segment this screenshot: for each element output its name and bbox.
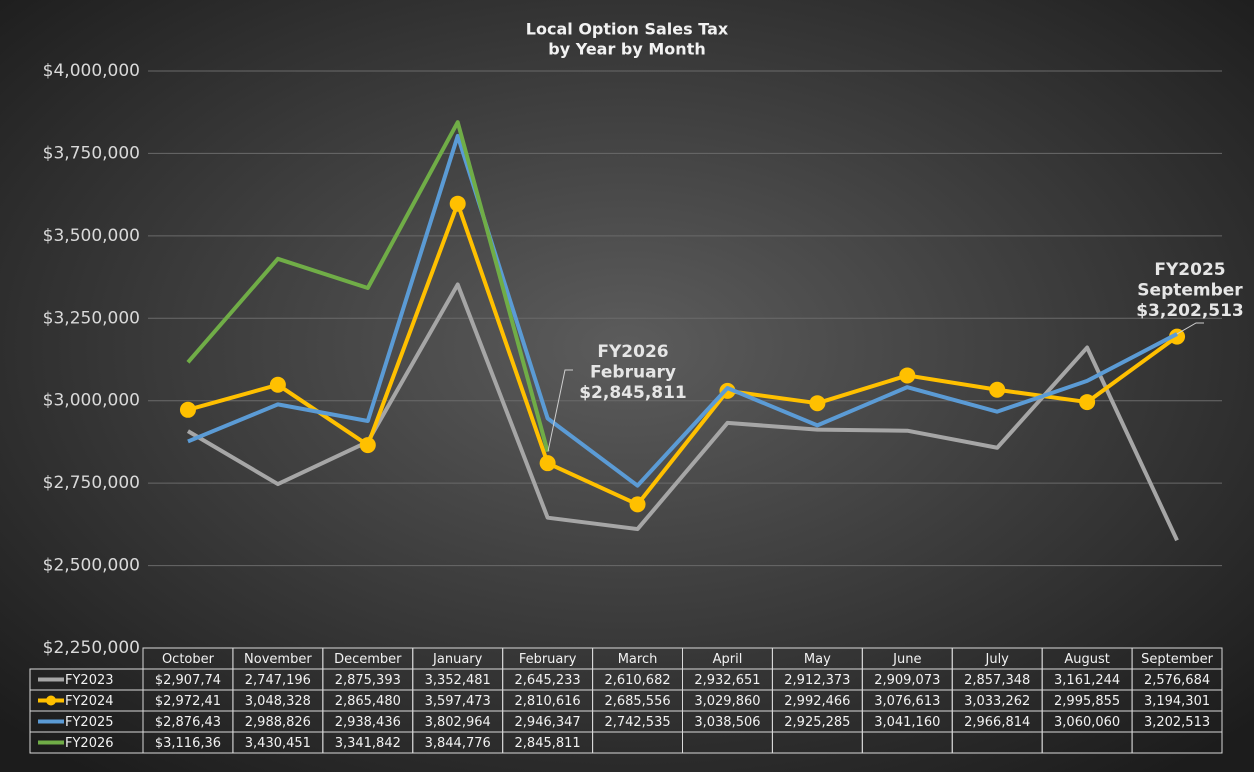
marker <box>1079 394 1096 411</box>
table-value: 3,844,776 <box>425 736 491 751</box>
table-value: 2,810,616 <box>515 694 581 709</box>
annotation-leader <box>1176 322 1204 335</box>
x-tick-label: January <box>432 652 483 667</box>
x-tick-label: November <box>244 652 312 667</box>
table-value: 3,341,842 <box>335 736 401 751</box>
x-tick-label: September <box>1141 652 1214 667</box>
table-value: $2,876,43 <box>155 715 221 730</box>
table-value: 3,430,451 <box>245 736 311 751</box>
marker <box>269 376 286 393</box>
table-value: 3,029,860 <box>694 694 760 709</box>
marker <box>359 437 376 454</box>
x-tick-label: July <box>985 652 1010 667</box>
table-value: 3,161,244 <box>1054 673 1120 688</box>
table-value: 2,576,684 <box>1144 673 1210 688</box>
x-tick-label: May <box>804 652 831 667</box>
y-tick-label: $3,750,000 <box>43 143 140 163</box>
annotation-leader <box>547 369 573 452</box>
series-line <box>186 282 1179 542</box>
marker <box>449 195 466 212</box>
x-tick-label: March <box>618 652 658 667</box>
marker <box>629 496 646 513</box>
table-value: 3,076,613 <box>874 694 940 709</box>
chart-title: Local Option Sales Tax <box>526 20 729 39</box>
legend-label: FY2024 <box>65 694 114 709</box>
table-value: 2,645,233 <box>515 673 581 688</box>
annotation-text: September <box>1137 281 1243 301</box>
annotation-text: FY2026 <box>597 342 668 362</box>
table-value: 2,988,826 <box>245 715 311 730</box>
y-tick-label: $3,000,000 <box>43 391 140 411</box>
y-tick-label: $4,000,000 <box>43 61 140 81</box>
y-tick-label: $3,250,000 <box>43 308 140 328</box>
x-tick-label: December <box>334 652 402 667</box>
legend-label: FY2023 <box>65 673 114 688</box>
chart-subtitle: by Year by Month <box>548 40 705 59</box>
table-value: 3,038,506 <box>694 715 760 730</box>
table-value: 2,912,373 <box>784 673 850 688</box>
annotation-text: $2,845,811 <box>579 383 687 403</box>
table-value: 3,041,160 <box>874 715 940 730</box>
table-value: 2,742,535 <box>604 715 670 730</box>
table-value: 3,048,328 <box>245 694 311 709</box>
marker <box>179 401 196 418</box>
y-tick-label: $3,500,000 <box>43 226 140 246</box>
legend-label: FY2026 <box>65 736 114 751</box>
table-value: $2,972,41 <box>155 694 221 709</box>
marker <box>1169 328 1186 345</box>
marker <box>989 381 1006 398</box>
table-value: 3,352,481 <box>425 673 491 688</box>
x-tick-label: October <box>162 652 215 667</box>
table-value: 2,875,393 <box>335 673 401 688</box>
table-value: 2,747,196 <box>245 673 311 688</box>
x-tick-label: June <box>892 652 921 667</box>
table-cell <box>1131 731 1223 754</box>
x-tick-label: August <box>1064 652 1110 667</box>
table-value: 2,966,814 <box>964 715 1030 730</box>
table-value: $2,907,74 <box>155 673 221 688</box>
y-tick-label: $2,500,000 <box>43 556 140 576</box>
x-tick-label: April <box>713 652 743 667</box>
table-value: 3,597,473 <box>425 694 491 709</box>
marker <box>899 367 916 384</box>
table-value: 3,194,301 <box>1144 694 1210 709</box>
legend-label: FY2025 <box>65 715 114 730</box>
table-value: 2,909,073 <box>874 673 940 688</box>
table-value: 2,946,347 <box>515 715 581 730</box>
table-value: 3,802,964 <box>425 715 491 730</box>
table-value: 2,610,682 <box>604 673 670 688</box>
marker <box>809 395 826 412</box>
table-value: 2,865,480 <box>335 694 401 709</box>
marker <box>539 455 556 472</box>
table-value: $3,116,36 <box>155 736 221 751</box>
table-value: 3,033,262 <box>964 694 1030 709</box>
x-tick-label: February <box>519 652 577 667</box>
annotation-text: $3,202,513 <box>1136 301 1244 321</box>
table-value: 2,685,556 <box>604 694 670 709</box>
series-line <box>186 120 550 453</box>
table-value: 2,938,436 <box>335 715 401 730</box>
legend-marker <box>46 695 56 706</box>
annotation-text: FY2025 <box>1154 260 1225 280</box>
annotation-text: February <box>590 363 676 383</box>
table-value: 3,060,060 <box>1054 715 1120 730</box>
y-tick-label: $2,250,000 <box>43 638 140 658</box>
series-line <box>187 133 1178 488</box>
table-value: 2,992,466 <box>784 694 850 709</box>
table-value: 2,925,285 <box>784 715 850 730</box>
table-value: 2,845,811 <box>515 736 581 751</box>
table-value: 2,857,348 <box>964 673 1030 688</box>
y-tick-label: $2,750,000 <box>43 473 140 493</box>
table-value: 2,995,855 <box>1054 694 1120 709</box>
table-value: 2,932,651 <box>694 673 760 688</box>
table-value: 3,202,513 <box>1144 715 1210 730</box>
series-line <box>187 201 1179 507</box>
